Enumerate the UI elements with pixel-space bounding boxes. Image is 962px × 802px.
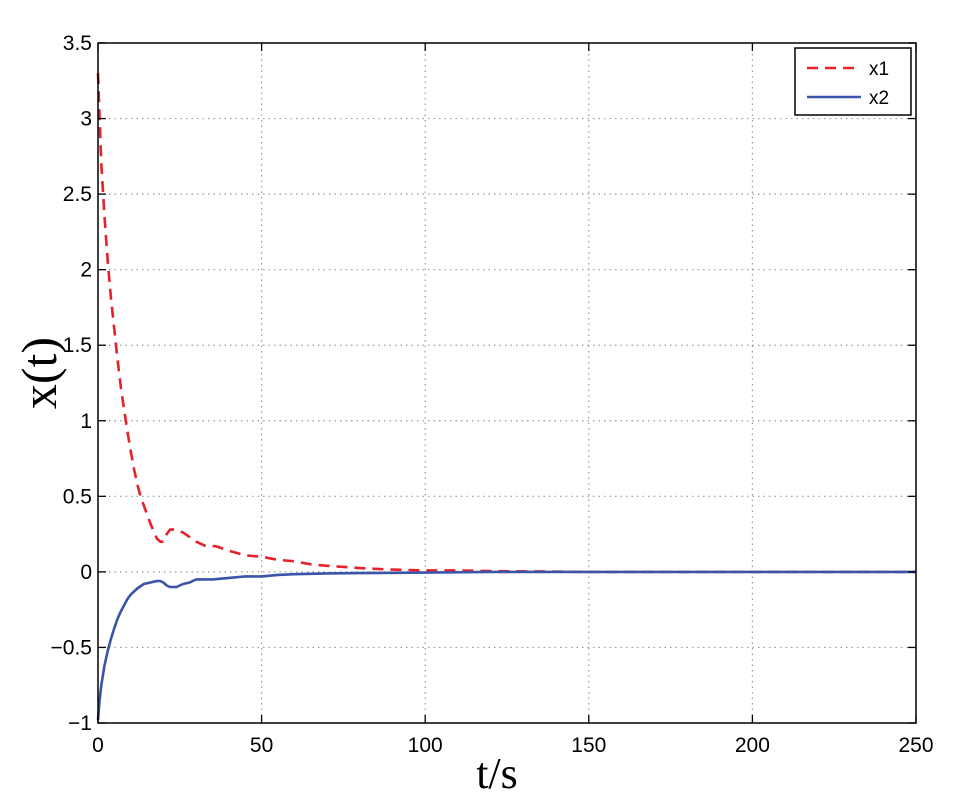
axis-ticks — [97, 42, 917, 724]
x-tick-label: 150 — [571, 734, 606, 757]
y-tick-label: −1 — [68, 712, 92, 735]
legend-label-x2: x2 — [869, 88, 889, 109]
x-tick-label: 100 — [408, 734, 443, 757]
x-tick-label: 200 — [735, 734, 770, 757]
plot-area-frame — [97, 42, 917, 724]
series-lines — [96, 73, 916, 721]
y-axis-title: x(t) — [11, 337, 67, 409]
legend-box — [794, 47, 912, 116]
legend-label-x1: x1 — [869, 59, 889, 80]
x-axis-title: t/s — [476, 749, 518, 798]
y-tick-label: 2 — [80, 259, 92, 282]
y-tick-label: 1.5 — [63, 334, 92, 357]
series-line-x1 — [96, 73, 916, 574]
x-tick-label: 250 — [898, 734, 933, 757]
x-tick-label: 0 — [92, 734, 104, 757]
y-tick-label: 3.5 — [63, 32, 92, 55]
x-tick-label: 50 — [250, 734, 273, 757]
tick-labels: 0 50 100 150 200 250 −1 −0.5 0 0.5 1 1.5 2 2.5 3 3.5 — [51, 32, 934, 757]
y-tick-label: −0.5 — [51, 636, 92, 659]
y-tick-label: 0.5 — [63, 485, 92, 508]
y-tick-label: 0 — [80, 561, 92, 584]
series-line-x2 — [96, 570, 916, 721]
grid — [98, 43, 916, 723]
y-tick-label: 1 — [80, 410, 92, 433]
y-tick-label: 3 — [80, 108, 92, 131]
legend: x1 x2 — [794, 47, 912, 116]
y-tick-label: 2.5 — [63, 183, 92, 206]
